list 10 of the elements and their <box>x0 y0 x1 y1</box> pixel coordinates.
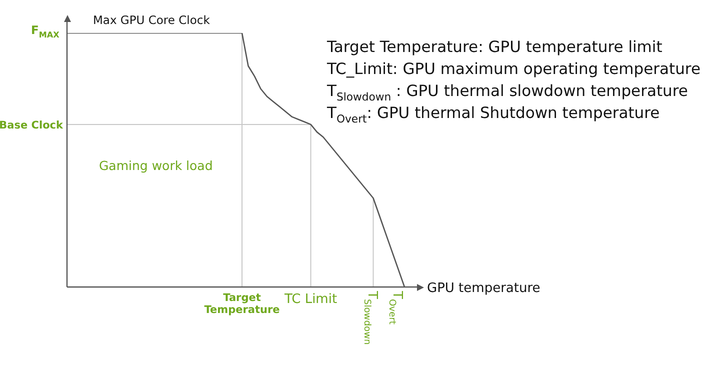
annotation: Gaming work load <box>99 158 213 173</box>
annotation: TC_Limit: GPU maximum operating temperature <box>326 60 700 78</box>
annotation: Target Temperature: GPU temperature limit <box>326 38 662 56</box>
x-axis-title: GPU temperature <box>427 281 540 296</box>
x-tick-label: Target Temperature <box>204 292 280 316</box>
ref-line-label: Base Clock <box>0 119 64 132</box>
text: Max GPU Core Clock <box>93 13 210 27</box>
x-tick-label: TSlowdown <box>361 290 380 345</box>
x-tick-label: TC Limit <box>283 292 338 307</box>
x-tick-label: TOvert <box>386 290 404 325</box>
